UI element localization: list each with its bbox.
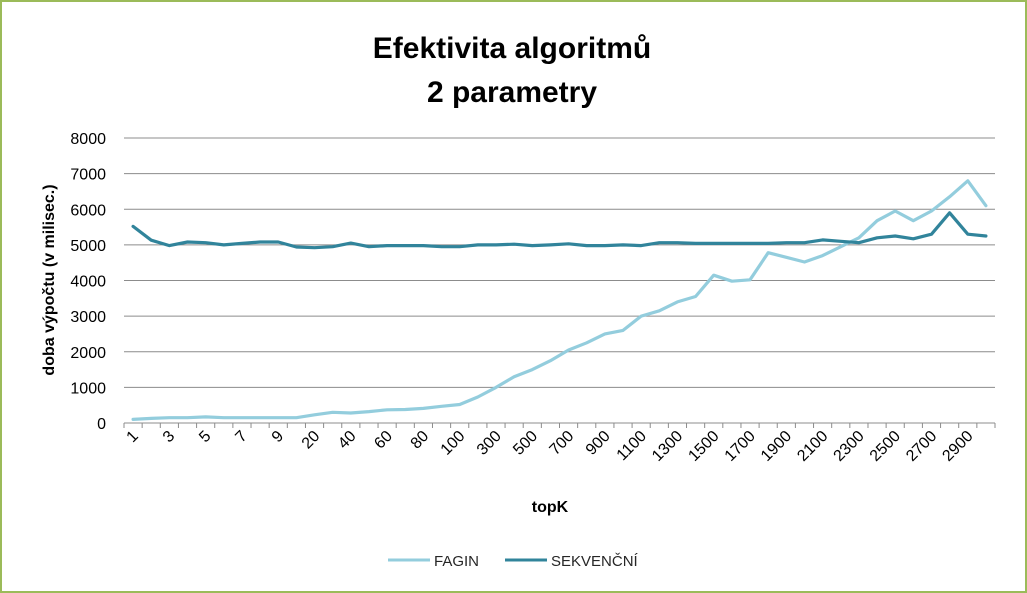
x-tick-label: 2900 xyxy=(939,428,976,465)
x-tick-label: 700 xyxy=(546,428,577,459)
x-tick-label: 1300 xyxy=(649,428,686,465)
y-tick-label: 4000 xyxy=(70,274,106,291)
x-tick-label: 20 xyxy=(299,428,324,453)
x-tick-label: 1500 xyxy=(685,428,722,465)
series-line-sekvencni xyxy=(131,211,988,250)
x-tick-label: 2700 xyxy=(903,428,940,465)
x-tick-label: 1100 xyxy=(614,428,650,464)
y-axis-ticks: 0 1000 2000 3000 4000 5000 6000 7000 8000 xyxy=(70,131,106,433)
x-tick-label: 80 xyxy=(408,428,433,453)
x-axis-ticks: 1 3 5 7 9 20 40 60 80 100 300 500 700 900 1100 1300 1500… xyxy=(123,423,996,465)
chart-title: Efektivita algoritmů xyxy=(373,32,651,65)
y-tick-label: 1000 xyxy=(70,380,106,397)
x-tick-label: 60 xyxy=(371,428,396,453)
x-tick-label: 900 xyxy=(583,428,614,459)
x-tick-label: 500 xyxy=(510,428,541,459)
y-tick-label: 2000 xyxy=(70,345,106,362)
legend-label-sekvencni: SEKVENČNÍ xyxy=(551,553,639,570)
x-tick-label: 2500 xyxy=(867,428,904,465)
x-tick-label: 100 xyxy=(438,428,469,459)
y-tick-label: 5000 xyxy=(70,238,106,255)
series-lines xyxy=(131,179,988,421)
x-tick-label: 3 xyxy=(160,428,178,446)
x-axis-title: topK xyxy=(532,499,569,516)
x-tick-label: 40 xyxy=(335,428,360,453)
x-tick-label: 1700 xyxy=(722,428,759,465)
series-line-fagin xyxy=(131,179,988,421)
y-tick-label: 6000 xyxy=(70,202,106,219)
chart-subtitle: 2 parametry xyxy=(427,76,597,109)
legend-label-fagin: FAGIN xyxy=(434,553,479,570)
y-tick-label: 8000 xyxy=(70,131,106,148)
x-tick-label: 5 xyxy=(196,428,214,446)
x-tick-label: 1 xyxy=(124,428,142,446)
x-tick-label: 2300 xyxy=(831,428,868,465)
legend: FAGIN SEKVENČNÍ xyxy=(388,553,639,570)
x-tick-label: 7 xyxy=(232,428,250,446)
y-tick-label: 3000 xyxy=(70,309,106,326)
y-tick-label: 0 xyxy=(97,416,106,433)
x-tick-label: 9 xyxy=(269,428,287,446)
gridlines xyxy=(124,137,995,424)
x-tick-label: 2100 xyxy=(794,428,831,465)
y-tick-label: 7000 xyxy=(70,167,106,184)
x-tick-label: 300 xyxy=(474,428,505,459)
x-tick-label: 1900 xyxy=(758,428,795,465)
y-axis-title: doba výpočtu (v milisec.) xyxy=(41,184,58,375)
